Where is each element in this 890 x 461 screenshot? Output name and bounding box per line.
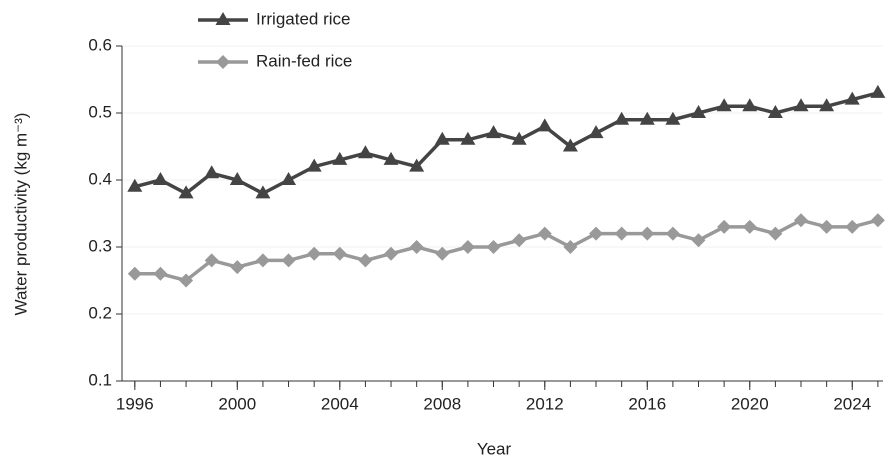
marker-diamond — [435, 246, 450, 261]
marker-diamond — [845, 219, 860, 234]
marker-diamond — [870, 213, 885, 228]
marker-triangle — [819, 98, 835, 112]
marker-triangle — [639, 111, 655, 125]
marker-diamond — [563, 240, 578, 254]
marker-diamond — [460, 240, 475, 254]
marker-triangle — [486, 125, 502, 139]
marker-diamond — [409, 240, 424, 254]
marker-diamond — [717, 219, 732, 234]
marker-diamond — [768, 226, 783, 241]
marker-diamond — [640, 226, 655, 241]
marker-diamond — [204, 253, 219, 268]
marker-diamond — [794, 213, 809, 228]
marker-triangle — [844, 91, 860, 105]
marker-triangle — [767, 105, 783, 118]
x-tick-label: 2004 — [321, 394, 359, 413]
marker-diamond — [358, 253, 373, 268]
marker-triangle — [665, 111, 681, 125]
marker-triangle — [357, 145, 373, 159]
y-tick-label: 0.1 — [88, 370, 112, 389]
marker-triangle — [537, 118, 553, 132]
x-tick-label: 2024 — [833, 394, 871, 413]
marker-triangle — [281, 172, 297, 185]
marker-diamond — [332, 246, 347, 261]
y-tick-label: 0.5 — [88, 102, 112, 121]
x-tick-label: 2008 — [423, 394, 461, 413]
marker-diamond — [281, 253, 296, 268]
legend-label: Rain-fed rice — [256, 51, 352, 70]
series-line — [134, 91, 879, 196]
y-tick-label: 0.4 — [88, 169, 112, 188]
marker-triangle — [178, 185, 194, 199]
marker-triangle — [870, 84, 886, 98]
marker-triangle — [306, 158, 322, 172]
marker-diamond — [691, 233, 706, 248]
y-tick-label: 0.6 — [88, 35, 112, 54]
marker-triangle — [152, 172, 168, 185]
marker-triangle — [691, 105, 707, 118]
marker-triangle — [409, 158, 425, 172]
marker-triangle — [614, 111, 630, 125]
marker-triangle — [127, 178, 143, 192]
y-axis-label: Water productivity (kg m⁻³) — [11, 113, 30, 316]
marker-diamond — [614, 226, 629, 241]
marker-triangle — [742, 98, 758, 112]
x-tick-label: 1996 — [116, 394, 154, 413]
marker-triangle — [383, 151, 399, 165]
x-tick-label: 2012 — [526, 394, 564, 413]
marker-diamond — [665, 226, 680, 241]
x-tick-label: 2000 — [218, 394, 256, 413]
marker-diamond — [742, 219, 757, 234]
marker-triangle — [204, 165, 220, 179]
marker-diamond — [255, 253, 270, 268]
y-tick-label: 0.3 — [88, 236, 112, 255]
marker-triangle — [588, 125, 604, 139]
marker-diamond — [589, 226, 604, 241]
marker-diamond — [179, 273, 194, 288]
marker-triangle — [460, 131, 476, 145]
marker-triangle — [255, 185, 271, 199]
marker-diamond — [486, 240, 501, 254]
marker-triangle — [511, 131, 527, 145]
marker-triangle — [716, 98, 732, 112]
marker-diamond — [230, 260, 245, 275]
marker-diamond — [127, 266, 142, 281]
marker-triangle — [562, 138, 578, 152]
marker-triangle — [793, 98, 809, 112]
marker-triangle — [229, 172, 245, 185]
x-tick-label: 2020 — [731, 394, 769, 413]
x-axis-label: Year — [477, 439, 512, 458]
x-tick-label: 2016 — [628, 394, 666, 413]
marker-diamond — [153, 266, 168, 281]
series-line — [134, 218, 879, 283]
y-tick-label: 0.2 — [88, 303, 112, 322]
marker-diamond — [537, 226, 552, 241]
marker-triangle — [434, 131, 450, 145]
marker-triangle — [332, 151, 348, 165]
marker-diamond — [307, 246, 322, 261]
marker-diamond — [819, 219, 834, 234]
legend-marker — [216, 55, 230, 69]
marker-diamond — [512, 233, 527, 248]
legend-label: Irrigated rice — [256, 9, 350, 28]
legend-marker — [215, 12, 231, 25]
marker-diamond — [384, 246, 399, 261]
